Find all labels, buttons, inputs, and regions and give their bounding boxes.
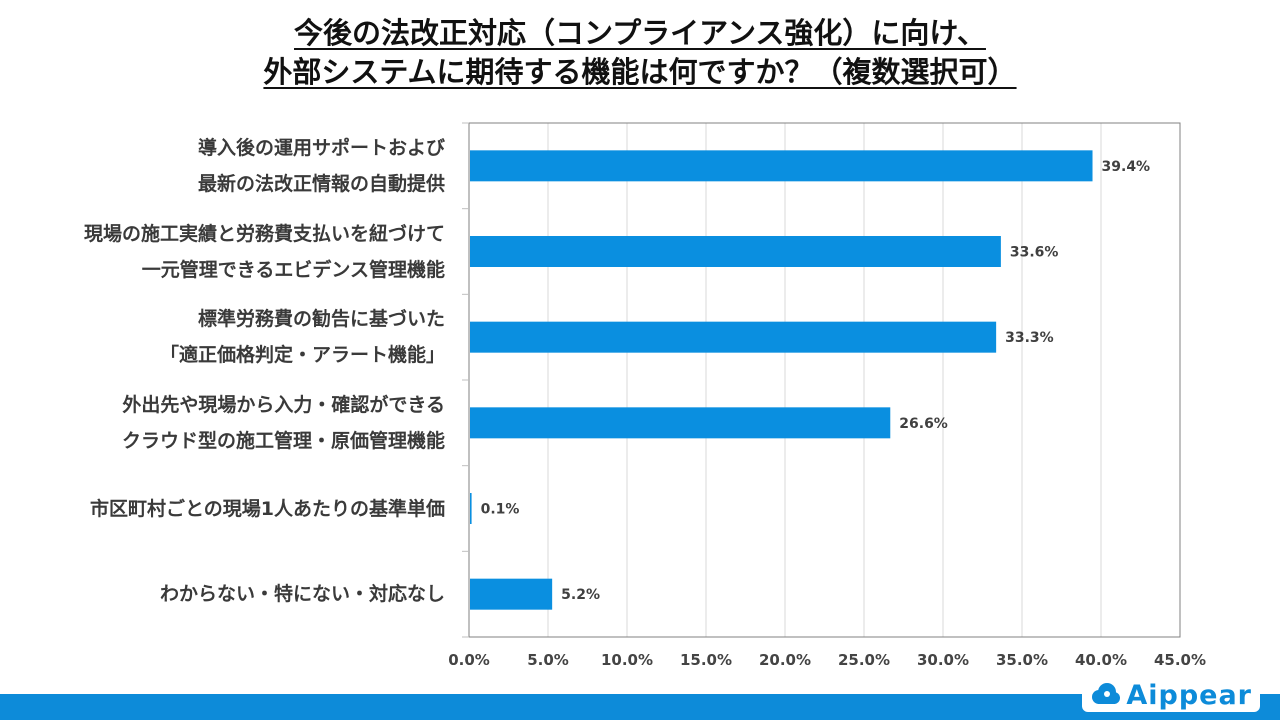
x-tick-label: 25.0%: [838, 651, 890, 669]
x-tick-label: 5.0%: [527, 651, 569, 669]
x-tick-label: 10.0%: [601, 651, 653, 669]
category-label: 外出先や現場から入力・確認ができる クラウド型の施工管理・原価管理機能: [5, 387, 445, 459]
brand-name: Aippear: [1126, 679, 1252, 711]
category-label: 現場の施工実績と労務費支払いを紐づけて一元管理できるエビデンス管理機能: [5, 216, 445, 288]
category-label-line: 最新の法改正情報の自動提供: [197, 172, 445, 195]
plot-frame: [468, 122, 1181, 638]
bar: [470, 578, 553, 610]
x-tick-label: 0.0%: [448, 651, 490, 669]
x-tick-label: 15.0%: [680, 651, 732, 669]
bar-chart: 0.0% 5.0% 10.0% 15.0% 20.0% 25.0% 30.0% 35.0% 40…: [448, 122, 1206, 669]
data-label: 0.1%: [481, 502, 520, 518]
category-label-line: 外出先や現場から入力・確認ができる: [122, 393, 445, 416]
category-label-line: 導入後の運用サポートおよび: [197, 136, 445, 159]
data-label: 26.6%: [899, 416, 948, 432]
chart-title: 今後の法改正対応（コンプライアンス強化）に向け、 外部システムに期待する機能は何…: [0, 14, 1280, 92]
category-label-line: わからない・特にない・対応なし: [159, 583, 445, 606]
x-tick-label: 30.0%: [917, 651, 969, 669]
data-label: 39.4%: [1102, 159, 1151, 175]
x-tick-label: 20.0%: [759, 651, 811, 669]
bar: [470, 407, 891, 439]
brand-logo: Aippear: [1082, 678, 1260, 712]
title-line-2: 外部システムに期待する機能は何ですか？（複数選択可）: [263, 55, 1017, 89]
x-tick-label: 40.0%: [1075, 651, 1127, 669]
category-label-line: クラウド型の施工管理・原価管理機能: [121, 429, 445, 452]
x-tick-label: 35.0%: [996, 651, 1048, 669]
data-label: 33.6%: [1010, 245, 1059, 261]
bar: [470, 321, 997, 353]
title-line-1: 今後の法改正対応（コンプライアンス強化）に向け、: [294, 16, 986, 50]
footer-band: [0, 694, 1280, 720]
category-label-line: 標準労務費の勧告に基づいた: [197, 308, 445, 331]
data-label: 5.2%: [561, 587, 600, 603]
category-label-line: 「適正価格判定・アラート機能」: [159, 344, 445, 367]
category-label: 導入後の運用サポートおよび 最新の法改正情報の自動提供: [5, 130, 445, 202]
bar: [470, 493, 472, 524]
category-label: 標準労務費の勧告に基づいた「適正価格判定・アラート機能」: [5, 301, 445, 373]
data-label: 33.3%: [1005, 330, 1054, 346]
bar: [470, 236, 1001, 267]
category-label-line: 現場の施工実績と労務費支払いを紐づけて: [83, 222, 445, 245]
category-label-line: 一元管理できるエビデンス管理機能: [141, 258, 445, 281]
category-label: わからない・特にない・対応なし: [5, 576, 445, 612]
bar: [470, 150, 1093, 182]
x-tick-label: 45.0%: [1154, 651, 1206, 669]
category-label: 市区町村ごとの現場1人あたりの基準単価: [5, 491, 445, 527]
category-label-line: 市区町村ごとの現場1人あたりの基準単価: [89, 497, 445, 520]
cloud-icon: [1092, 683, 1121, 704]
